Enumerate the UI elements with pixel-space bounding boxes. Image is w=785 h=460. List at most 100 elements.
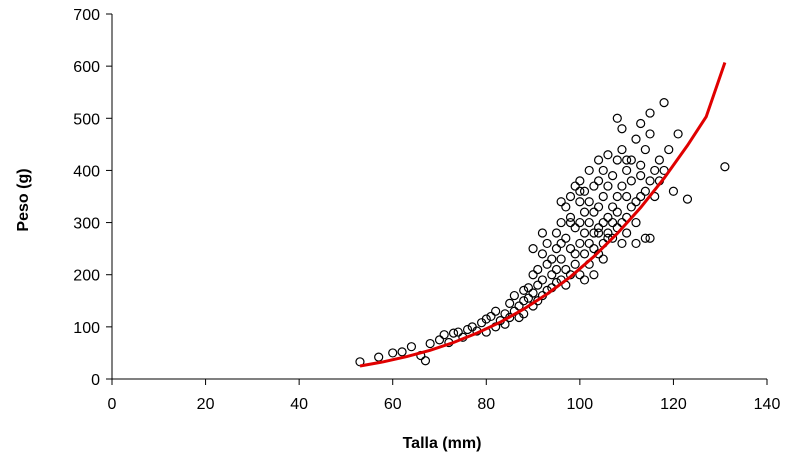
x-tick-label: 120 xyxy=(660,396,687,413)
data-point xyxy=(388,348,398,358)
data-point xyxy=(640,186,650,196)
data-point xyxy=(556,217,566,228)
data-point xyxy=(626,155,636,165)
y-tick-label: 400 xyxy=(73,163,100,180)
data-point xyxy=(575,186,585,196)
data-point xyxy=(425,338,435,349)
data-point xyxy=(556,238,566,249)
data-point xyxy=(720,162,730,172)
data-point xyxy=(505,298,515,308)
data-point xyxy=(654,155,664,165)
data-point xyxy=(533,280,543,290)
data-point xyxy=(584,238,594,249)
data-point xyxy=(664,144,674,155)
data-point xyxy=(575,270,585,280)
data-point xyxy=(406,342,417,352)
data-point xyxy=(579,228,590,238)
data-point xyxy=(565,217,576,228)
data-point xyxy=(579,249,590,259)
data-point xyxy=(645,129,655,139)
data-point xyxy=(617,124,627,134)
data-point xyxy=(551,244,562,254)
data-point xyxy=(565,244,576,254)
y-axis-ticks: 0 100 200 300 400 500 600 700 xyxy=(73,7,112,389)
data-point xyxy=(565,191,576,202)
data-point xyxy=(612,191,622,202)
data-point xyxy=(575,197,585,207)
data-point xyxy=(575,217,585,228)
x-tick-label: 0 xyxy=(108,396,117,413)
data-point xyxy=(673,129,683,139)
data-point xyxy=(640,233,650,243)
x-axis-title: Talla (mm) xyxy=(403,435,482,452)
data-point xyxy=(640,144,650,155)
data-point xyxy=(608,233,618,243)
data-point xyxy=(537,228,548,238)
data-point xyxy=(636,160,646,170)
data-point xyxy=(645,176,655,186)
data-point xyxy=(542,238,552,249)
x-tick-label: 140 xyxy=(754,396,781,413)
data-point xyxy=(491,306,501,316)
data-point xyxy=(603,150,613,160)
data-point xyxy=(622,228,632,238)
data-point xyxy=(631,238,641,249)
data-point xyxy=(528,270,538,280)
data-point xyxy=(537,275,548,285)
data-point xyxy=(481,314,491,324)
data-point xyxy=(420,356,431,366)
data-point xyxy=(589,270,599,280)
data-point xyxy=(579,207,590,217)
data-point xyxy=(547,270,557,280)
data-point xyxy=(374,352,384,362)
data-point xyxy=(397,347,407,357)
data-point xyxy=(551,228,562,238)
x-axis-ticks: 0 20 40 60 80 100 120 140 xyxy=(108,379,781,413)
data-point xyxy=(608,171,618,181)
y-tick-label: 500 xyxy=(73,111,100,128)
data-point xyxy=(636,171,646,181)
y-tick-label: 300 xyxy=(73,216,100,233)
fit-curve xyxy=(359,62,727,368)
data-point xyxy=(533,296,543,306)
y-axis-title: Peso (g) xyxy=(15,168,32,231)
data-point xyxy=(626,202,636,212)
data-point xyxy=(593,176,604,186)
data-point xyxy=(561,233,571,243)
data-point xyxy=(593,228,604,238)
x-tick-label: 80 xyxy=(477,396,495,413)
data-point xyxy=(645,233,655,243)
data-point xyxy=(584,217,594,228)
data-point xyxy=(575,176,585,186)
data-point xyxy=(598,191,608,202)
data-point xyxy=(570,249,580,259)
data-points xyxy=(355,98,730,367)
data-point xyxy=(584,197,594,207)
data-point xyxy=(570,259,580,269)
data-point xyxy=(533,264,543,275)
data-point xyxy=(486,311,496,322)
data-point xyxy=(631,134,641,144)
data-point xyxy=(556,254,566,264)
y-tick-label: 200 xyxy=(73,268,100,285)
data-point xyxy=(584,165,594,176)
data-point xyxy=(603,228,613,238)
data-point xyxy=(565,212,576,222)
data-point xyxy=(509,290,519,301)
data-point xyxy=(551,264,562,275)
data-point xyxy=(645,108,655,118)
fit-curve-layer xyxy=(359,62,727,368)
y-tick-label: 600 xyxy=(73,59,100,76)
data-point xyxy=(579,186,590,196)
data-point xyxy=(593,223,604,233)
data-point xyxy=(523,283,533,293)
data-point xyxy=(617,238,627,249)
data-point xyxy=(612,155,622,165)
data-point xyxy=(612,113,622,123)
data-point xyxy=(561,202,571,212)
data-point xyxy=(622,165,632,176)
data-point xyxy=(439,330,449,340)
data-point xyxy=(570,181,580,191)
data-point xyxy=(561,264,571,275)
